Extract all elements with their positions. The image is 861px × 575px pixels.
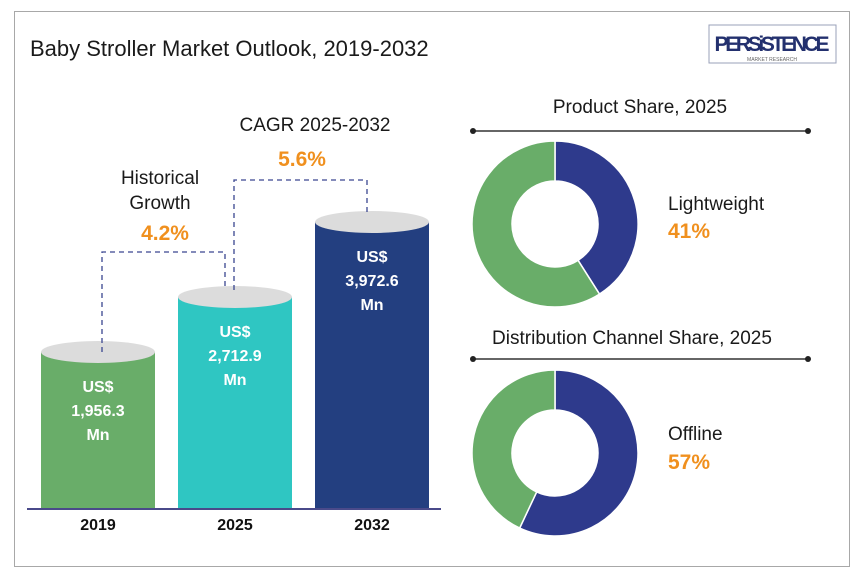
bar-2025: [178, 297, 292, 508]
cagr-label: CAGR 2025-2032: [239, 115, 390, 136]
bar-value-label: Mn: [360, 297, 383, 314]
logo-tagline: MARKET RESEARCH: [747, 57, 797, 63]
divider-dot: [805, 128, 811, 134]
cagr-annotation: CAGR 2025-2032 5.6%: [233, 115, 391, 290]
distribution-share-section: Distribution Channel Share, 2025 Offline…: [470, 328, 811, 537]
bar-chart: US$ 1,956.3 Mn 2019 US$ 2,712.9 Mn 2025 US$ 3,972…: [27, 211, 441, 534]
bar-value-label: 2,712.9: [208, 348, 261, 365]
product-share-donut: [471, 140, 639, 308]
product-share-title: Product Share, 2025: [553, 97, 727, 118]
bar-2019: [41, 352, 155, 508]
bar-value-label: 3,972.6: [345, 273, 398, 290]
offline-label: Offline: [668, 424, 723, 445]
bar-top-ellipse: [41, 341, 155, 363]
bar-value-label: Mn: [223, 372, 246, 389]
year-label: 2032: [354, 517, 390, 534]
historical-value: 4.2%: [141, 222, 189, 245]
year-label: 2025: [217, 517, 253, 534]
historical-growth-annotation: Historical Growth 4.2%: [101, 168, 226, 352]
divider-dot: [470, 356, 476, 362]
product-share-section: Product Share, 2025 Lightweight 41%: [470, 97, 811, 308]
divider-dot: [470, 128, 476, 134]
donut-slice-highlight: [518, 369, 639, 537]
chart-title: Baby Stroller Market Outlook, 2019-2032: [30, 36, 429, 61]
bar-top-ellipse: [315, 211, 429, 233]
cagr-value: 5.6%: [278, 148, 326, 171]
logo-name: PERSiSTENCE: [715, 33, 830, 56]
lightweight-value: 41%: [668, 220, 710, 243]
distribution-share-donut: [471, 369, 639, 537]
donut-slice-other: [471, 140, 601, 308]
bar-2032: [315, 222, 429, 508]
bar-value-label: US$: [219, 324, 250, 341]
bar-value-label: Mn: [86, 427, 109, 444]
donut-slice-highlight: [554, 140, 639, 296]
cagr-dashed-bracket: [233, 179, 368, 290]
historical-label-2: Growth: [129, 193, 190, 214]
offline-value: 57%: [668, 451, 710, 474]
donut-slice-other: [471, 369, 556, 530]
distribution-share-title: Distribution Channel Share, 2025: [492, 328, 772, 349]
lightweight-label: Lightweight: [668, 194, 765, 215]
divider-dot: [805, 356, 811, 362]
bar-value-label: US$: [82, 379, 113, 396]
bar-value-label: 1,956.3: [71, 403, 124, 420]
year-label: 2019: [80, 517, 116, 534]
historical-dashed-bracket: [101, 251, 226, 352]
bar-value-label: US$: [356, 249, 387, 266]
bar-top-ellipse: [178, 286, 292, 308]
logo: PERSiSTENCE MARKET RESEARCH: [708, 24, 837, 64]
historical-label-1: Historical: [121, 168, 199, 189]
